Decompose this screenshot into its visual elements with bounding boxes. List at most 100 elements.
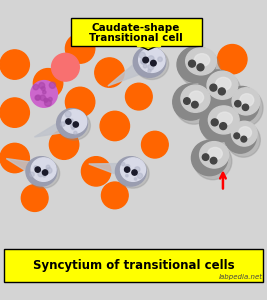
- Circle shape: [134, 178, 137, 180]
- Circle shape: [210, 84, 217, 91]
- Ellipse shape: [181, 85, 210, 112]
- Ellipse shape: [239, 127, 252, 138]
- Circle shape: [52, 53, 79, 81]
- Text: labpedia.net: labpedia.net: [219, 274, 263, 280]
- FancyBboxPatch shape: [71, 18, 202, 46]
- Circle shape: [46, 168, 52, 173]
- Circle shape: [0, 50, 29, 79]
- Circle shape: [139, 52, 145, 58]
- Circle shape: [33, 84, 38, 90]
- Bar: [137, 44, 160, 46]
- Text: Transitional cell: Transitional cell: [89, 33, 183, 43]
- Ellipse shape: [194, 54, 210, 66]
- Circle shape: [41, 87, 45, 91]
- Ellipse shape: [186, 48, 217, 75]
- Circle shape: [197, 64, 204, 71]
- Circle shape: [66, 119, 71, 124]
- Circle shape: [184, 98, 190, 104]
- Circle shape: [38, 171, 44, 177]
- Circle shape: [132, 170, 137, 175]
- Polygon shape: [136, 44, 160, 50]
- Circle shape: [192, 101, 198, 108]
- Circle shape: [46, 165, 50, 169]
- Circle shape: [211, 119, 218, 126]
- Ellipse shape: [26, 157, 57, 186]
- Polygon shape: [108, 55, 154, 86]
- Circle shape: [43, 91, 46, 94]
- Ellipse shape: [227, 89, 263, 127]
- Circle shape: [36, 95, 41, 100]
- Circle shape: [202, 154, 209, 160]
- Ellipse shape: [201, 72, 241, 111]
- Circle shape: [73, 122, 78, 127]
- Circle shape: [31, 81, 57, 107]
- Circle shape: [137, 173, 143, 178]
- Circle shape: [33, 69, 63, 98]
- Polygon shape: [89, 164, 132, 179]
- Ellipse shape: [117, 159, 149, 188]
- Circle shape: [148, 56, 154, 62]
- Circle shape: [218, 44, 247, 74]
- Circle shape: [242, 104, 249, 110]
- Circle shape: [70, 119, 73, 122]
- Circle shape: [151, 60, 156, 66]
- Circle shape: [35, 95, 40, 100]
- Circle shape: [140, 59, 146, 64]
- Ellipse shape: [179, 49, 220, 87]
- Circle shape: [65, 111, 71, 117]
- Ellipse shape: [133, 46, 166, 77]
- Circle shape: [234, 133, 240, 139]
- Ellipse shape: [227, 122, 260, 157]
- Circle shape: [49, 82, 56, 88]
- Circle shape: [125, 165, 130, 169]
- Text: Caudate-shape: Caudate-shape: [92, 23, 180, 33]
- Circle shape: [42, 170, 48, 175]
- Circle shape: [142, 61, 144, 64]
- Circle shape: [44, 169, 49, 174]
- Circle shape: [95, 58, 124, 87]
- Ellipse shape: [224, 86, 259, 123]
- Circle shape: [101, 182, 128, 209]
- Circle shape: [65, 87, 95, 117]
- Circle shape: [21, 185, 48, 212]
- Ellipse shape: [139, 48, 165, 72]
- Ellipse shape: [31, 158, 56, 181]
- Ellipse shape: [198, 70, 237, 107]
- Circle shape: [235, 100, 241, 107]
- Circle shape: [35, 167, 40, 172]
- Ellipse shape: [177, 46, 215, 83]
- Ellipse shape: [191, 140, 228, 176]
- Ellipse shape: [202, 107, 242, 146]
- Circle shape: [30, 172, 34, 177]
- Circle shape: [148, 69, 151, 73]
- FancyBboxPatch shape: [4, 249, 263, 282]
- Ellipse shape: [224, 120, 256, 153]
- Ellipse shape: [200, 142, 229, 168]
- Circle shape: [100, 111, 129, 141]
- Circle shape: [148, 64, 154, 70]
- Circle shape: [241, 136, 247, 142]
- Circle shape: [81, 157, 111, 186]
- Ellipse shape: [240, 94, 254, 106]
- Ellipse shape: [58, 111, 90, 140]
- Ellipse shape: [200, 105, 238, 142]
- Ellipse shape: [115, 157, 146, 186]
- Circle shape: [126, 174, 128, 177]
- Ellipse shape: [231, 121, 257, 146]
- Circle shape: [34, 166, 37, 169]
- Circle shape: [64, 121, 68, 124]
- Circle shape: [210, 158, 217, 164]
- Polygon shape: [6, 159, 44, 179]
- Ellipse shape: [135, 49, 169, 80]
- Ellipse shape: [216, 77, 231, 91]
- Ellipse shape: [121, 158, 146, 181]
- Circle shape: [45, 100, 51, 106]
- Circle shape: [143, 57, 148, 63]
- Circle shape: [48, 98, 52, 101]
- Ellipse shape: [27, 159, 60, 188]
- Circle shape: [72, 127, 74, 130]
- Ellipse shape: [194, 143, 232, 180]
- Circle shape: [142, 131, 168, 158]
- Circle shape: [0, 143, 29, 173]
- Circle shape: [44, 98, 48, 102]
